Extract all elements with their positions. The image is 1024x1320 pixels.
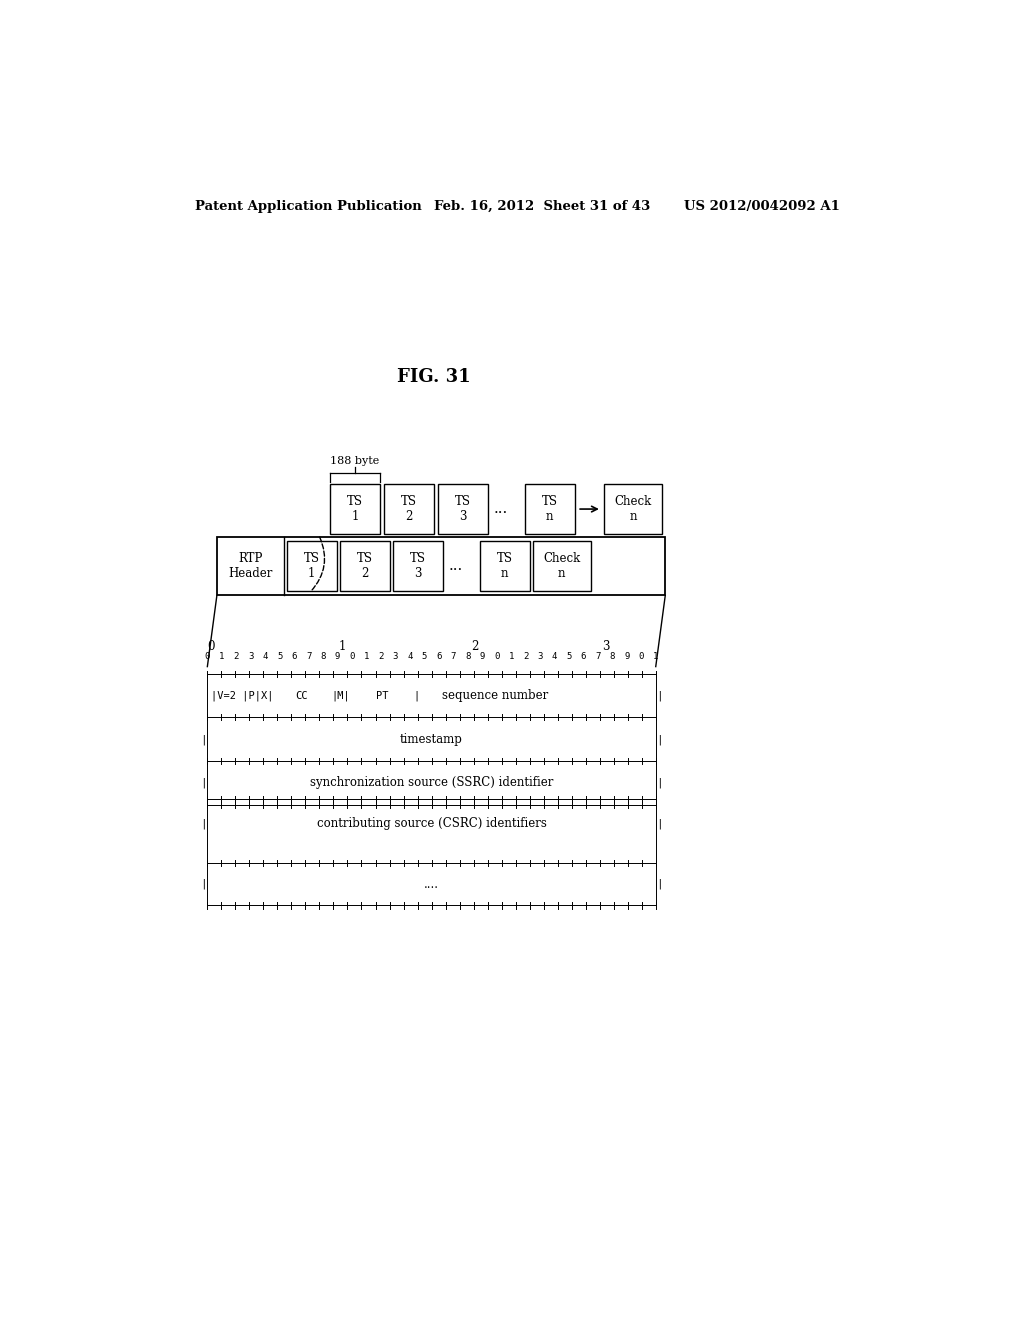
Text: TS
n: TS n: [497, 552, 513, 579]
Bar: [331, 483, 380, 535]
Text: TS
1: TS 1: [347, 495, 364, 523]
Bar: [524, 483, 574, 535]
Text: TS
3: TS 3: [456, 495, 471, 523]
Text: 4: 4: [262, 652, 268, 661]
Text: 9: 9: [625, 652, 630, 661]
Text: ...: ...: [449, 558, 463, 573]
Text: 3: 3: [538, 652, 543, 661]
Text: 8: 8: [465, 652, 470, 661]
Text: Check
n: Check n: [614, 495, 651, 523]
Text: 7: 7: [451, 652, 456, 661]
Text: 0: 0: [205, 652, 210, 661]
Text: 6: 6: [292, 652, 297, 661]
Text: 0: 0: [207, 640, 215, 653]
Text: 4: 4: [408, 652, 413, 661]
Text: |: |: [200, 734, 207, 744]
Bar: [287, 541, 337, 591]
Text: 7: 7: [595, 652, 600, 661]
Text: Feb. 16, 2012  Sheet 31 of 43: Feb. 16, 2012 Sheet 31 of 43: [433, 199, 650, 213]
Text: 1: 1: [339, 640, 346, 653]
Text: US 2012/0042092 A1: US 2012/0042092 A1: [684, 199, 840, 213]
Text: 2: 2: [471, 640, 478, 653]
Text: 2: 2: [523, 652, 528, 661]
Text: 0: 0: [494, 652, 500, 661]
Text: 3: 3: [248, 652, 253, 661]
Text: 5: 5: [278, 652, 283, 661]
Text: 8: 8: [321, 652, 326, 661]
Bar: [393, 541, 443, 591]
Text: contributing source (CSRC) identifiers: contributing source (CSRC) identifiers: [316, 817, 547, 830]
Text: 188 byte: 188 byte: [331, 457, 380, 466]
Bar: [217, 536, 666, 595]
Text: 9: 9: [479, 652, 484, 661]
Text: |: |: [656, 690, 664, 701]
Text: 6: 6: [436, 652, 441, 661]
Text: PT: PT: [376, 690, 388, 701]
Text: FIG. 31: FIG. 31: [396, 368, 470, 385]
Text: 1: 1: [509, 652, 514, 661]
Text: 0: 0: [349, 652, 354, 661]
Text: 1: 1: [364, 652, 369, 661]
Text: 1: 1: [653, 652, 658, 661]
Text: TS
n: TS n: [542, 495, 558, 523]
Text: ...: ...: [494, 502, 508, 516]
Text: TS
2: TS 2: [357, 552, 373, 579]
Text: |: |: [656, 818, 664, 829]
Text: CC: CC: [295, 690, 307, 701]
Text: 5: 5: [566, 652, 571, 661]
Text: 1: 1: [219, 652, 224, 661]
Text: |M|: |M|: [332, 690, 350, 701]
Text: 3: 3: [602, 640, 610, 653]
Text: 5: 5: [422, 652, 427, 661]
Bar: [479, 541, 529, 591]
Text: |V=2 |P|X|: |V=2 |P|X|: [211, 690, 273, 701]
Text: |: |: [656, 777, 664, 788]
Text: 0: 0: [639, 652, 644, 661]
Text: TS
1: TS 1: [304, 552, 319, 579]
Text: TS
3: TS 3: [410, 552, 426, 579]
Bar: [384, 483, 434, 535]
Text: 4: 4: [552, 652, 557, 661]
Text: sequence number: sequence number: [442, 689, 549, 702]
Text: |: |: [200, 879, 207, 890]
Bar: [340, 541, 390, 591]
Text: Check
n: Check n: [543, 552, 581, 579]
Text: synchronization source (SSRC) identifier: synchronization source (SSRC) identifier: [310, 776, 553, 789]
Text: 8: 8: [609, 652, 615, 661]
Text: 3: 3: [393, 652, 398, 661]
Text: |: |: [656, 734, 664, 744]
Text: ....: ....: [424, 878, 439, 891]
Text: 7: 7: [306, 652, 311, 661]
Text: RTP
Header: RTP Header: [228, 552, 272, 579]
Text: 2: 2: [378, 652, 384, 661]
Text: Patent Application Publication: Patent Application Publication: [196, 199, 422, 213]
Bar: [532, 541, 591, 591]
Bar: [438, 483, 488, 535]
Text: |: |: [200, 818, 207, 829]
Text: 6: 6: [581, 652, 586, 661]
Text: |: |: [656, 879, 664, 890]
Text: |: |: [413, 690, 419, 701]
Text: 9: 9: [335, 652, 340, 661]
Text: timestamp: timestamp: [400, 733, 463, 746]
Bar: [604, 483, 663, 535]
Text: TS
2: TS 2: [401, 495, 418, 523]
Text: 2: 2: [233, 652, 239, 661]
Text: |: |: [200, 777, 207, 788]
